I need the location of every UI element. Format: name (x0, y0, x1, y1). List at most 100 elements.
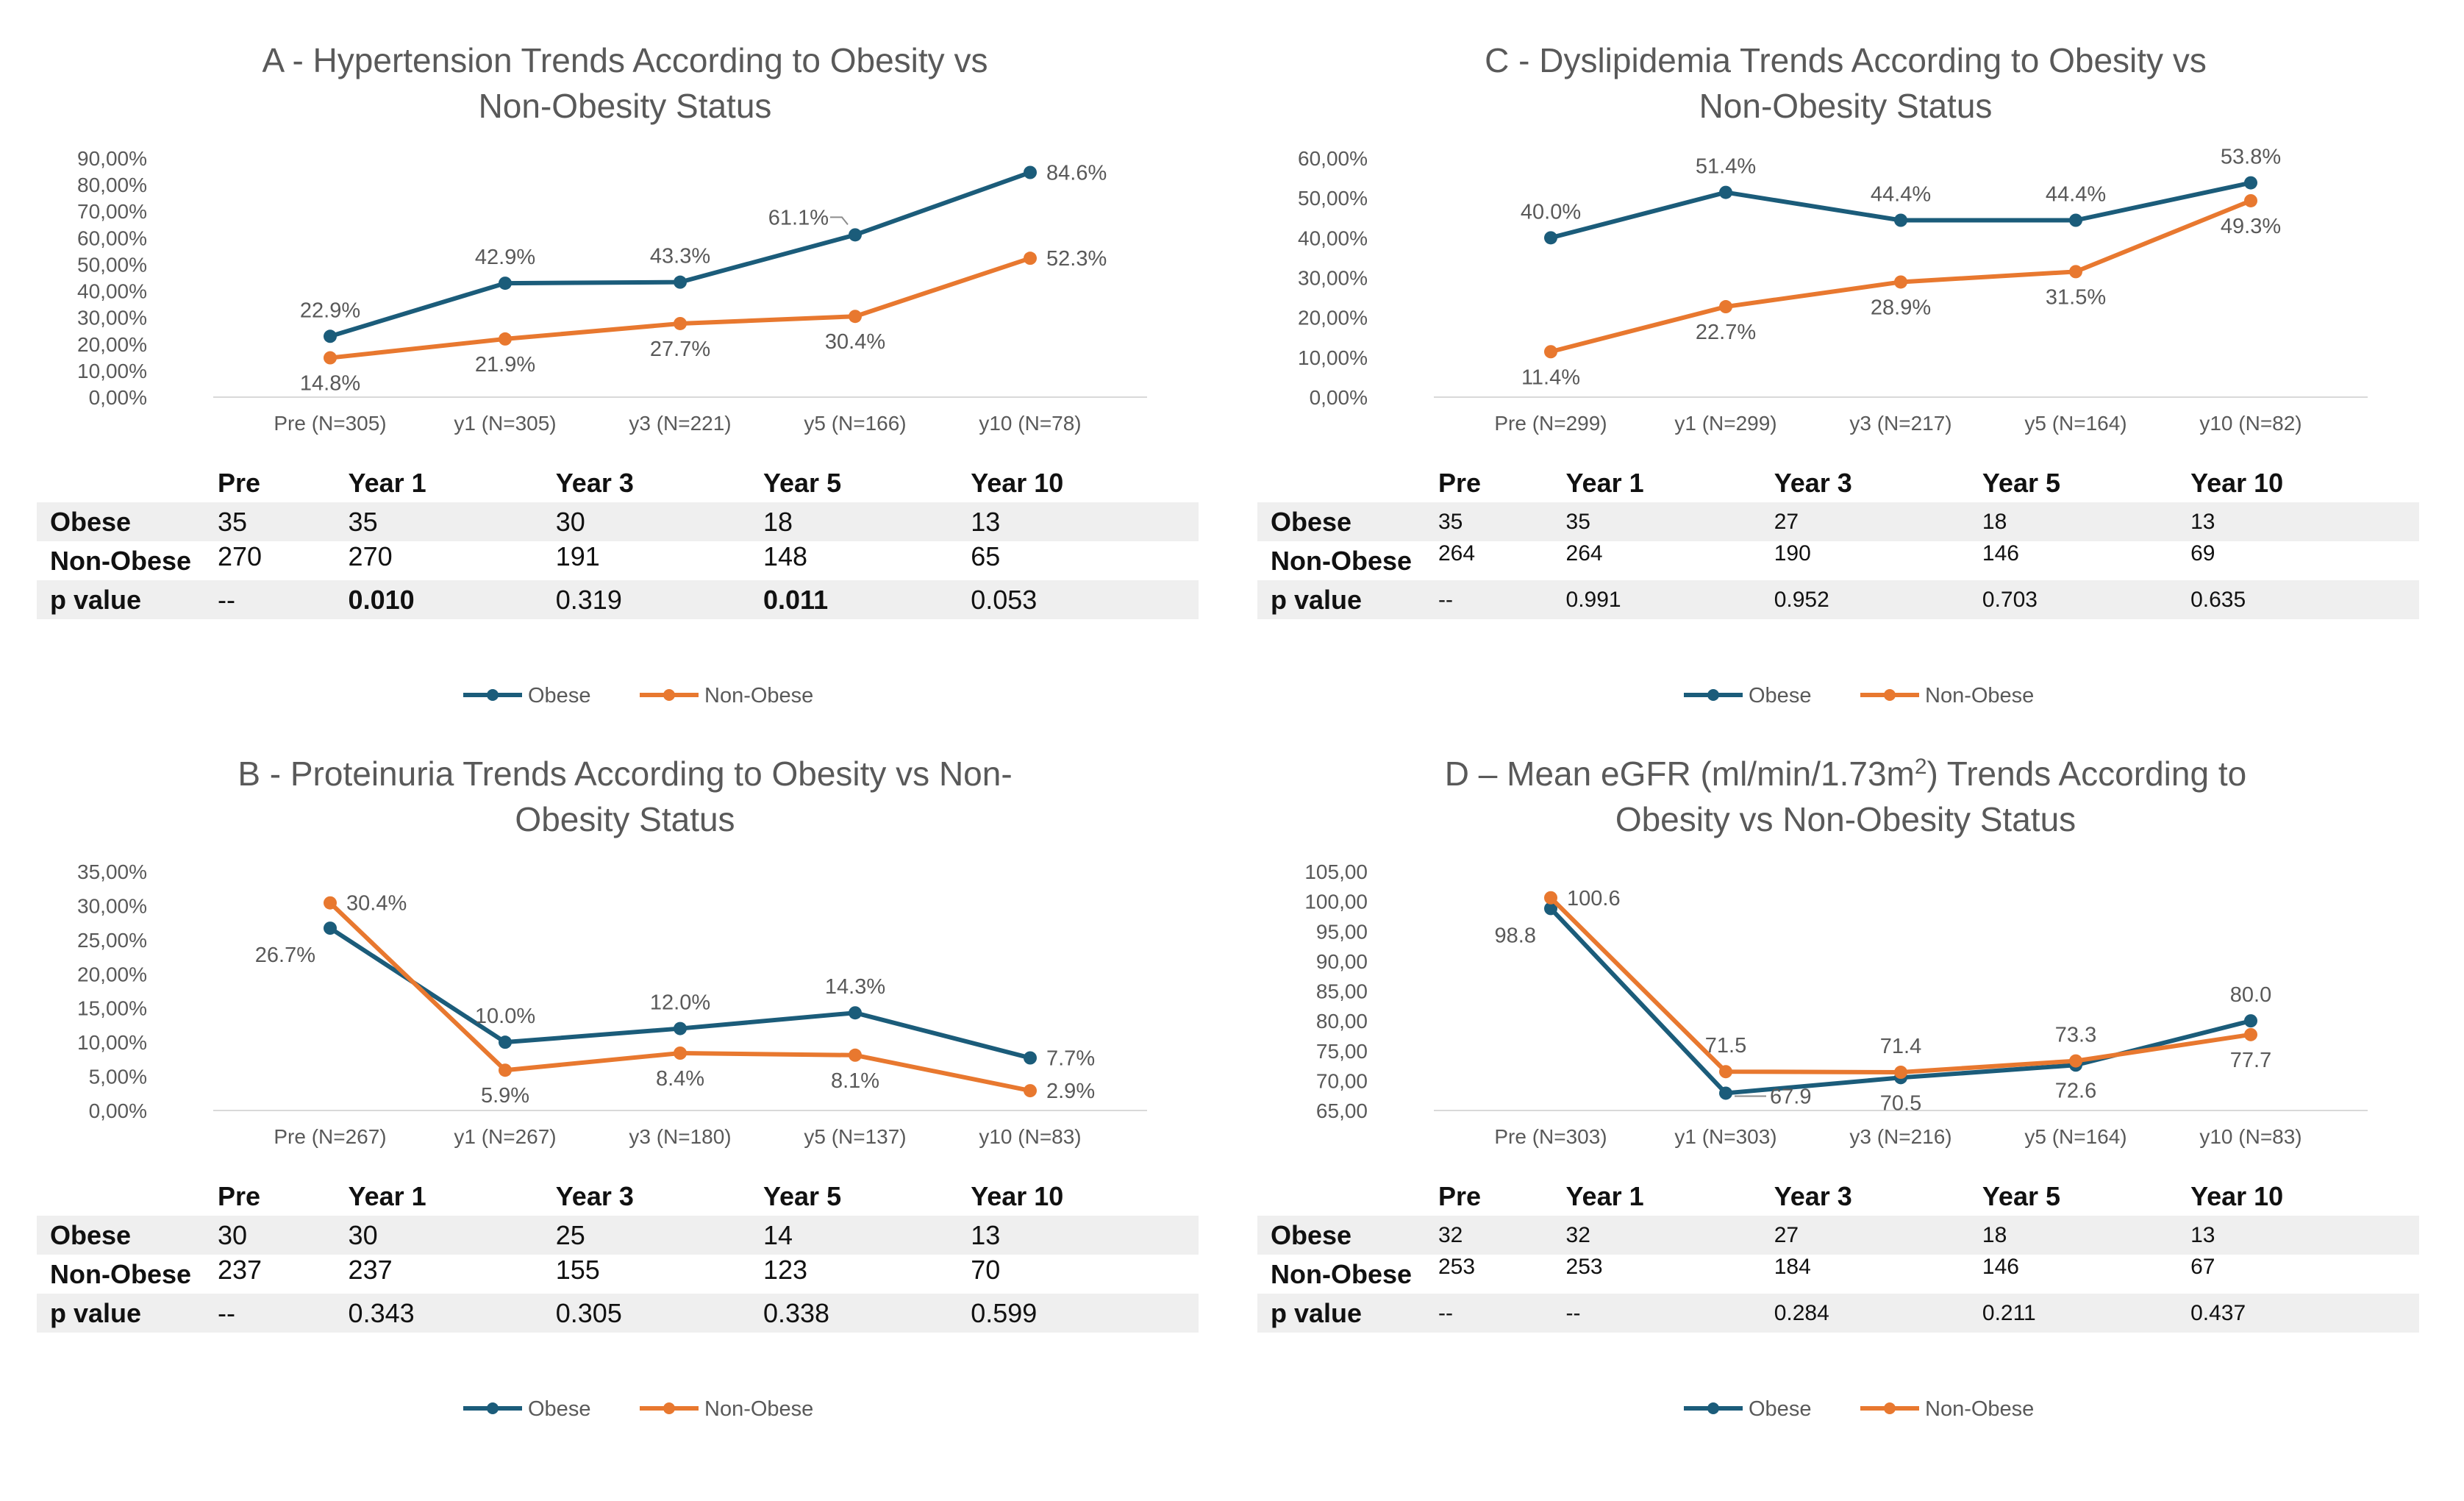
table-header-row: Pre Year 1 Year 3 Year 5 Year 10 (1257, 1177, 2419, 1216)
title-rest: ) Trends According to (1927, 755, 2247, 793)
data-point (1024, 1051, 1037, 1065)
table-column-header: Year 3 (1774, 1180, 1852, 1211)
x-tick-label: Pre (N=267) (274, 1125, 386, 1148)
legend-label: Obese (1749, 1397, 1811, 1421)
data-label: 22.7% (1696, 321, 1756, 344)
table-cell: 13 (957, 1216, 1199, 1255)
data-point (324, 329, 337, 343)
y-tick-label: 75,00 (1316, 1040, 1368, 1063)
y-tick-label: 80,00 (1316, 1010, 1368, 1033)
data-label: 12.0% (650, 991, 710, 1015)
table-column-header: Year 3 (1774, 467, 1852, 498)
data-label: 44.4% (2046, 183, 2106, 207)
data-point (1719, 1065, 1732, 1079)
table-row: Obese 32 32 27 18 13 (1257, 1216, 2419, 1255)
table-cell: 27 (1760, 502, 1969, 541)
y-tick-label: 90,00% (77, 147, 147, 170)
table-cell: 0.011 (749, 580, 958, 619)
table-row-label: Non-Obese (1271, 1258, 1413, 1289)
x-tick-label: Pre (N=299) (1494, 412, 1607, 435)
table-cell: 184 (1774, 1255, 1811, 1279)
data-point (499, 332, 512, 346)
y-tick-label: 105,00 (1304, 860, 1368, 883)
table-cell: 13 (2177, 502, 2419, 541)
data-point (849, 1048, 862, 1062)
table-cell: 69 (2190, 541, 2215, 566)
table-cell: 0.053 (957, 580, 1199, 619)
legend-marker (487, 1402, 499, 1414)
table-cell: 35 (1425, 502, 1553, 541)
legend-item: Obese (463, 1397, 590, 1421)
table-column-header: Pre (1438, 467, 1482, 498)
data-label: 70.5 (1880, 1091, 1921, 1115)
table-row-label: p value (1257, 580, 1425, 619)
table-cell: 35 (1552, 502, 1761, 541)
legend-item: Obese (1684, 1397, 1811, 1421)
panel-d-egfr: D – Mean eGFR (ml/min/1.73m2) Trends Acc… (1243, 735, 2449, 1471)
table-cell: 0.211 (1968, 1294, 2178, 1333)
y-tick-label: 5,00% (89, 1066, 147, 1088)
legend-item: Non-Obese (1860, 1397, 2034, 1421)
data-point (2069, 1054, 2082, 1068)
table-cell: 70 (971, 1255, 1001, 1285)
label-leader-line (830, 216, 849, 225)
y-tick-label: 20,00% (77, 963, 147, 985)
data-point (1024, 165, 1037, 179)
data-point (499, 277, 512, 290)
data-point (674, 275, 687, 289)
table-cell: 155 (555, 1255, 600, 1285)
table-row-label: Non-Obese (50, 545, 192, 576)
table-row-label: p value (37, 1294, 204, 1333)
data-label: 61.1% (768, 206, 829, 229)
table-row: Non-Obese 253 253 184 146 67 (1257, 1255, 2419, 1294)
table-cell: 237 (348, 1255, 393, 1285)
table-row: Obese 35 35 30 18 13 (37, 502, 1199, 541)
legend-item: Non-Obese (640, 1397, 813, 1421)
data-point (849, 1006, 862, 1020)
legend-marker (663, 689, 675, 701)
data-point (1894, 1066, 1907, 1079)
table-cell: 237 (218, 1255, 263, 1285)
data-point (1894, 275, 1907, 289)
table-cell: 18 (1968, 502, 2178, 541)
table-cell: 0.338 (749, 1294, 958, 1333)
y-tick-label: 65,00 (1316, 1099, 1368, 1122)
x-tick-label: y3 (N=217) (1849, 412, 1951, 435)
table-cell: 0.599 (957, 1294, 1199, 1333)
table-header-row: Pre Year 1 Year 3 Year 5 Year 10 (1257, 463, 2419, 502)
table-cell: 148 (763, 541, 808, 571)
x-tick-label: y1 (N=303) (1674, 1125, 1776, 1148)
y-tick-label: 70,00 (1316, 1069, 1368, 1092)
data-point (2244, 193, 2257, 207)
data-point (324, 896, 337, 910)
data-label: 14.3% (825, 975, 885, 999)
table-column-header: Year 5 (763, 1180, 842, 1211)
legend-marker (1707, 1402, 1719, 1414)
table-cell: 270 (348, 541, 393, 571)
data-label: 31.5% (2046, 285, 2106, 309)
table-column-header: Year 1 (348, 467, 426, 498)
y-tick-label: 50,00% (77, 253, 147, 276)
table-cell: 30 (204, 1216, 335, 1255)
legend-marker (1707, 689, 1719, 701)
data-label: 98.8 (1495, 924, 1536, 947)
data-point (1719, 1086, 1732, 1100)
table-column-header: Year 1 (1565, 1180, 1644, 1211)
y-tick-label: 100,00 (1304, 891, 1368, 913)
data-label: 11.4% (1521, 366, 1580, 389)
chart-title-line: Obesity vs Non-Obesity Status (1615, 800, 2076, 838)
table-cell: 27 (1760, 1216, 1969, 1255)
table-row: Obese 35 35 27 18 13 (1257, 502, 2419, 541)
table-row-label: Non-Obese (50, 1258, 192, 1289)
data-point (1544, 891, 1557, 905)
table-cell: 0.319 (542, 580, 750, 619)
chart-svg: C - Dyslipidemia Trends According to Obe… (1298, 41, 2368, 707)
table-row-label: Obese (37, 1216, 204, 1255)
x-tick-label: y5 (N=137) (804, 1125, 906, 1148)
data-label: 22.9% (300, 299, 360, 322)
table-cell: 123 (763, 1255, 808, 1285)
legend-marker (1884, 689, 1896, 701)
table-cell: 30 (542, 502, 750, 541)
table-row-label: p value (37, 580, 204, 619)
table-cell: 35 (204, 502, 335, 541)
